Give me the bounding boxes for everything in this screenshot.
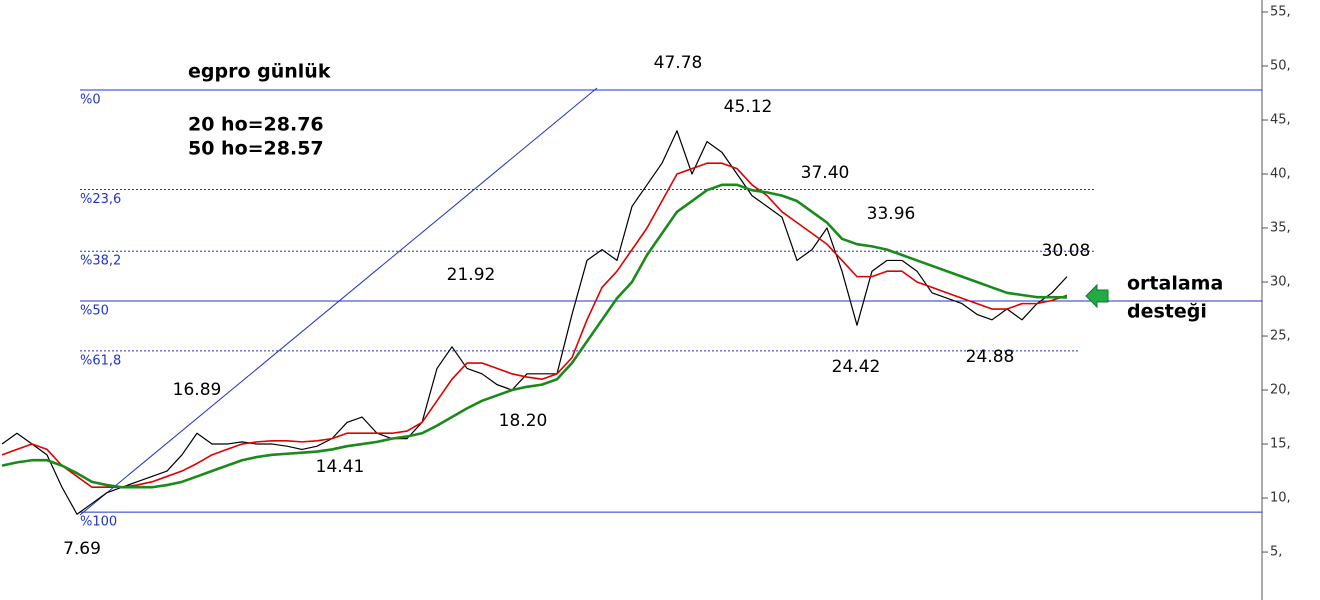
price-label: 16.89	[173, 380, 222, 400]
plot-area: %0 %23,6 %38,2 %50 %61,8 %100	[1, 89, 1262, 530]
price-label: 24.88	[966, 347, 1015, 367]
price-label: 7.69	[63, 539, 101, 559]
series-line	[1, 183, 1068, 489]
y-tick-label: 55,	[1270, 4, 1291, 19]
y-tick-label: 40,	[1270, 167, 1291, 182]
y-tick-label: 45,	[1270, 113, 1291, 128]
series-line	[1, 130, 1068, 515]
fib-label: %38,2	[80, 254, 121, 269]
y-tick-label: 30,	[1270, 275, 1291, 290]
price-label: 33.96	[867, 204, 916, 224]
fib-label: %50	[80, 304, 109, 319]
y-tick-label: 50,	[1270, 58, 1291, 73]
price-label: 14.41	[316, 457, 365, 477]
price-label: 47.78	[654, 53, 703, 73]
callout: ortalama	[1127, 273, 1223, 295]
price-label: 18.20	[499, 411, 548, 431]
price-label: 24.42	[832, 357, 881, 377]
price-label: 45.12	[724, 97, 773, 117]
price-label: 21.92	[447, 265, 496, 285]
y-tick-label: 10,	[1270, 491, 1291, 506]
y-tick-label: 35,	[1270, 221, 1291, 236]
fib-label: %61,8	[80, 353, 121, 368]
fib-label: %100	[80, 515, 117, 530]
ma-note: 50 ho=28.57	[188, 138, 324, 160]
y-tick-label: 20,	[1270, 383, 1291, 398]
price-label: 30.08	[1042, 241, 1091, 261]
series-line	[1, 162, 1068, 489]
price-label: 37.40	[801, 163, 850, 183]
ma-note: 20 ho=28.76	[188, 114, 324, 136]
fib-label: %23,6	[80, 192, 121, 207]
chart-title: egpro günlük	[188, 61, 331, 83]
y-tick-label: 5,	[1270, 545, 1282, 560]
y-tick-label: 15,	[1270, 437, 1291, 452]
callout-arrow	[1085, 283, 1109, 309]
fib-label: %0	[80, 92, 101, 107]
y-tick-label: 25,	[1270, 329, 1291, 344]
callout: desteği	[1127, 301, 1207, 323]
